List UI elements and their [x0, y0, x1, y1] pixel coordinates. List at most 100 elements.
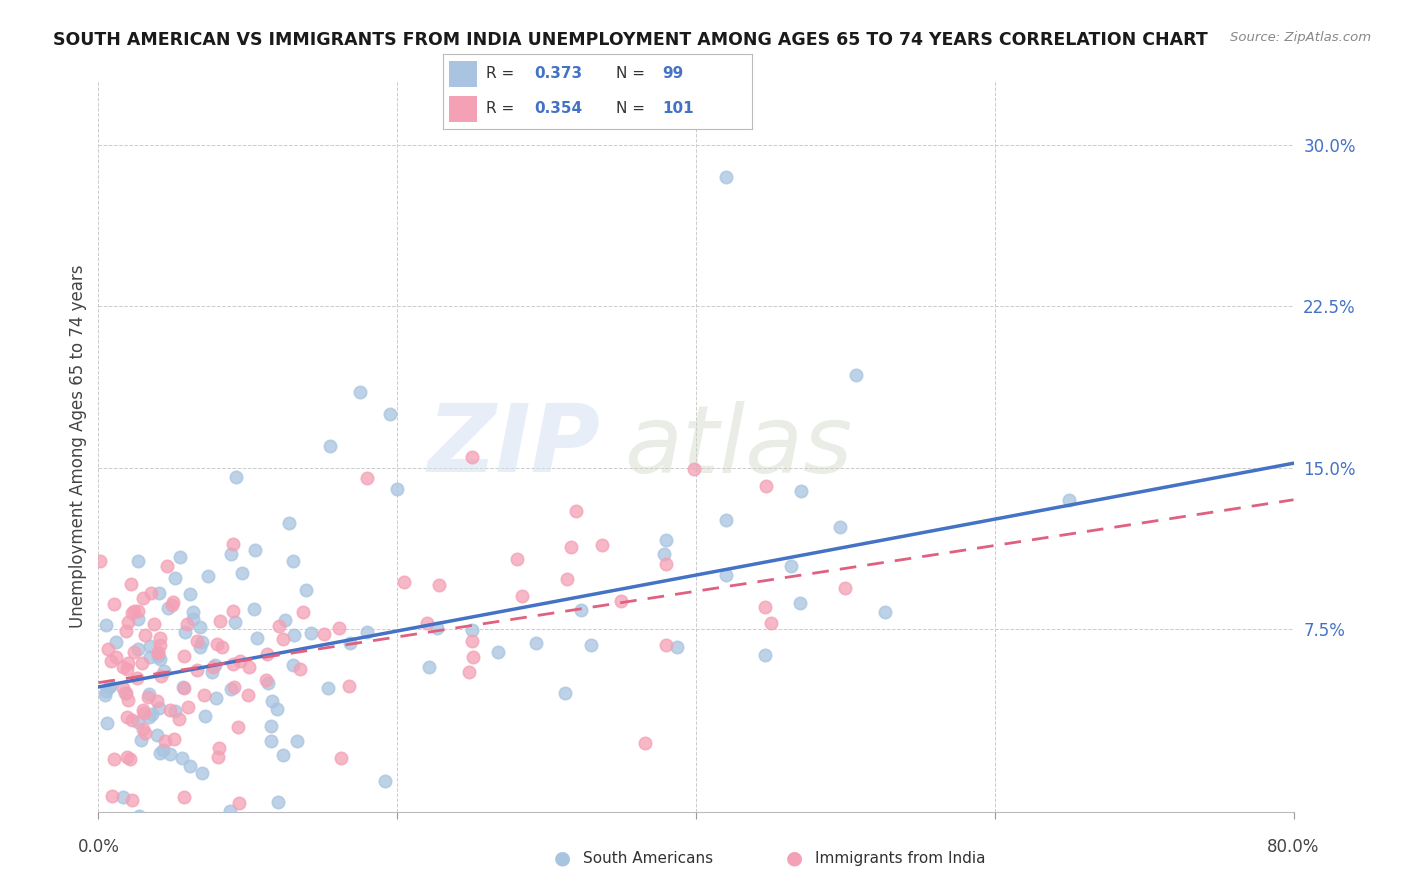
- Point: [145, 728, 167, 742]
- Point: [295, 582, 318, 597]
- Point: [426, 621, 449, 635]
- Text: N =: N =: [616, 67, 650, 81]
- Point: [153, 664, 176, 678]
- Point: [134, 628, 156, 642]
- Point: [173, 789, 195, 804]
- Point: [139, 639, 162, 653]
- Point: [349, 385, 371, 400]
- Point: [149, 746, 172, 760]
- Point: [714, 567, 737, 582]
- Point: [392, 574, 415, 589]
- Point: [221, 547, 243, 561]
- Point: [96, 716, 118, 731]
- Point: [557, 573, 579, 587]
- Point: [193, 688, 215, 702]
- Point: [205, 691, 228, 706]
- Point: [461, 450, 484, 464]
- Point: [207, 750, 229, 764]
- FancyBboxPatch shape: [449, 62, 477, 87]
- Point: [256, 647, 278, 661]
- Point: [260, 734, 283, 748]
- Point: [117, 656, 139, 670]
- Point: [524, 636, 547, 650]
- Point: [319, 439, 342, 453]
- Point: [188, 640, 211, 654]
- Point: [283, 553, 305, 567]
- Point: [461, 649, 484, 664]
- Point: [149, 632, 172, 646]
- Point: [134, 726, 156, 740]
- Point: [271, 632, 294, 647]
- Point: [228, 797, 250, 811]
- Point: [98, 680, 121, 694]
- Point: [96, 618, 118, 632]
- Point: [512, 589, 534, 603]
- Point: [97, 642, 120, 657]
- Text: Immigrants from India: Immigrants from India: [815, 851, 986, 865]
- Point: [149, 652, 172, 666]
- Point: [416, 616, 439, 631]
- Point: [356, 624, 378, 639]
- Point: [139, 586, 162, 600]
- Point: [789, 483, 811, 498]
- Point: [427, 578, 450, 592]
- Point: [260, 719, 283, 733]
- Point: [194, 709, 217, 723]
- Point: [120, 752, 142, 766]
- Point: [146, 645, 169, 659]
- Point: [111, 660, 134, 674]
- Point: [115, 710, 138, 724]
- Point: [755, 479, 778, 493]
- Point: [845, 368, 868, 382]
- Point: [461, 633, 484, 648]
- Point: [165, 705, 187, 719]
- Point: [156, 558, 179, 573]
- Point: [148, 701, 170, 715]
- Text: 99: 99: [662, 67, 683, 81]
- Point: [288, 662, 311, 676]
- Point: [245, 543, 267, 558]
- Point: [96, 684, 118, 698]
- Point: [610, 594, 633, 608]
- Text: 101: 101: [662, 102, 695, 116]
- Point: [238, 688, 260, 702]
- Point: [122, 645, 145, 659]
- Point: [127, 612, 149, 626]
- Point: [117, 693, 139, 707]
- Point: [283, 628, 305, 642]
- Point: [205, 637, 228, 651]
- Point: [222, 657, 245, 671]
- Text: South Americans: South Americans: [583, 851, 714, 865]
- Point: [173, 648, 195, 663]
- Point: [789, 596, 811, 610]
- Point: [299, 625, 322, 640]
- Point: [591, 538, 613, 552]
- Point: [176, 617, 198, 632]
- Text: SOUTH AMERICAN VS IMMIGRANTS FROM INDIA UNEMPLOYMENT AMONG AGES 65 TO 74 YEARS C: SOUTH AMERICAN VS IMMIGRANTS FROM INDIA …: [53, 31, 1208, 49]
- Point: [260, 694, 283, 708]
- Point: [186, 633, 208, 648]
- Point: [655, 638, 678, 652]
- Point: [188, 620, 211, 634]
- Point: [560, 541, 582, 555]
- Point: [115, 624, 138, 639]
- Point: [117, 615, 139, 629]
- Point: [131, 657, 153, 671]
- Point: [254, 673, 277, 688]
- Point: [103, 597, 125, 611]
- Point: [655, 533, 678, 548]
- Point: [461, 623, 484, 637]
- Point: [174, 625, 197, 640]
- Point: [134, 706, 156, 721]
- Point: [754, 599, 776, 614]
- Point: [101, 789, 124, 804]
- Point: [655, 558, 678, 572]
- Point: [191, 635, 214, 649]
- Point: [146, 694, 169, 708]
- Point: [138, 710, 160, 724]
- Point: [339, 636, 361, 650]
- Point: [204, 657, 226, 672]
- Point: [179, 587, 201, 601]
- Point: [172, 680, 194, 694]
- Point: [274, 613, 297, 627]
